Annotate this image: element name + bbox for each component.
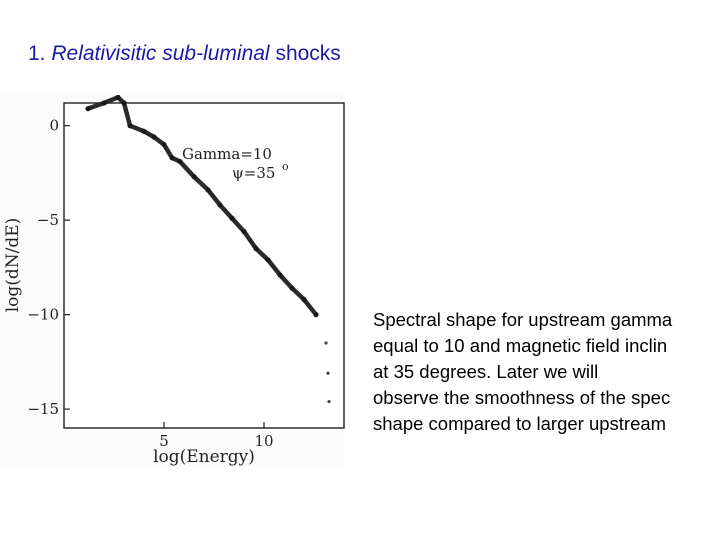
spectrum-point [191,174,197,180]
y-tick-label: −5 [37,211,59,229]
x-axis-label: log(Energy) [153,447,255,467]
spectrum-point [85,106,91,112]
spectrum-point [265,257,271,263]
spectrum-point [301,296,307,303]
spectrum-chart: 5 10 0 −5 −10 −15 Gamma=10 ψ=35 o log(Energy)… [0,95,345,467]
spectrum-point [177,158,183,165]
spectrum-point [313,312,319,318]
tail-point [326,371,330,375]
caption-line: observe the smoothness of the spec [373,387,671,408]
slide-caption: Spectral shape for upstream gamma equal … [373,307,720,442]
caption-line: at 35 degrees. Later we will [373,361,599,382]
spectrum-point [101,100,107,106]
tail-point [327,399,331,404]
annotation-gamma: Gamma=10 [182,145,272,163]
y-tick-label: −10 [27,306,59,324]
spectrum-point [121,100,127,106]
spectrum-point [127,123,133,129]
title-rest: shocks [275,42,341,65]
plot-frame [63,102,345,429]
x-tick-label: 10 [254,432,273,450]
spectrum-point [151,134,157,140]
y-tick-label: 0 [49,117,59,135]
spectrum-point [229,215,235,221]
axis-ticks: 5 10 0 −5 −10 −15 [27,117,273,450]
caption-line: shape compared to larger upstream [373,413,667,434]
spectrum-point [161,141,167,148]
title-italic: Relativisitic sub-luminal [51,42,270,65]
caption-line: Spectral shape for upstream gamma [373,309,673,330]
spectrum-point [241,228,247,235]
spectrum-point [217,202,223,208]
spectrum-point [277,272,283,278]
spectrum-point [169,155,175,161]
spectrum-point [253,245,259,252]
data-points [85,95,331,404]
y-tick-label: −15 [27,400,59,418]
y-axis-label: log(dN/dE) [3,218,23,313]
spectrum-point [115,95,121,100]
tail-point [324,341,328,345]
spectrum-point [205,187,211,193]
annotation-psi: ψ=35 [232,164,275,182]
title-number: 1. [28,42,46,65]
x-tick-label: 5 [159,432,169,450]
spectrum-point [289,285,295,291]
slide-title: 1. Relativisitic sub-luminal shocks [28,42,341,66]
spectrum-point [141,128,147,134]
annotation-degree: o [282,160,289,173]
caption-line: equal to 10 and magnetic field inclin [373,335,668,356]
